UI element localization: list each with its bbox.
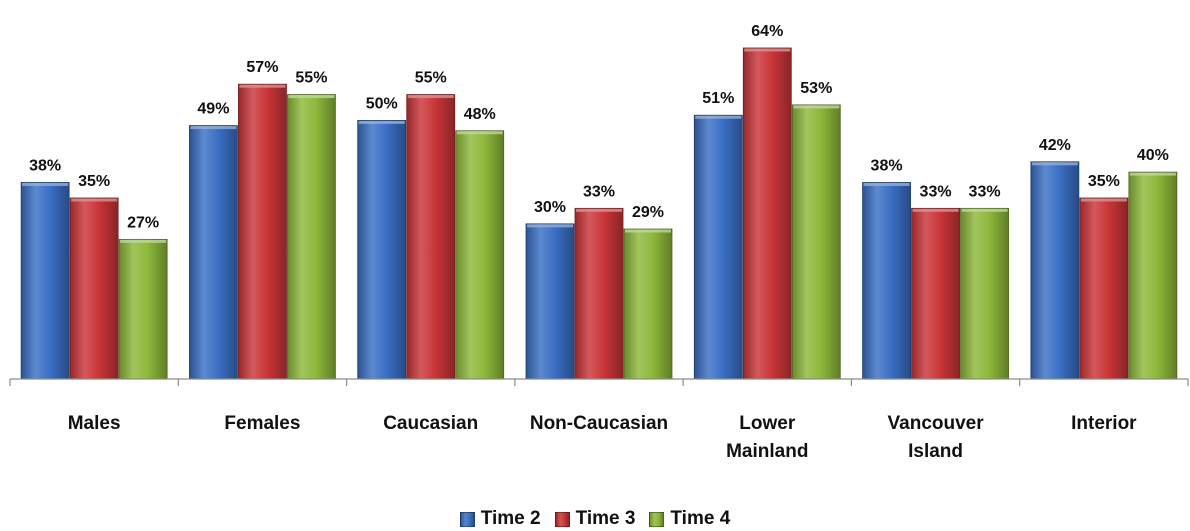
bar-highlight xyxy=(912,208,959,212)
category-label-non-caucasian: Non-Caucasian xyxy=(530,413,668,434)
legend-label-time-3: Time 3 xyxy=(575,508,636,529)
bar-time-2-non-caucasian xyxy=(525,223,575,380)
bar-highlight xyxy=(456,131,503,135)
data-label-time-3-vancouver-island: 33% xyxy=(920,183,952,200)
data-label-time-2-lower-mainland: 51% xyxy=(702,90,734,107)
legend: Time 2 Time 3 Time 4 xyxy=(0,508,1190,530)
bar-time-2-interior xyxy=(1030,161,1080,380)
data-label-time-4-non-caucasian: 29% xyxy=(632,204,664,221)
legend-label-time-4: Time 4 xyxy=(670,508,731,529)
bar-time-2-vancouver-island xyxy=(862,182,911,380)
category-label-caucasian: Caucasian xyxy=(383,413,478,434)
bar-highlight xyxy=(576,208,622,212)
data-label-time-2-females: 49% xyxy=(197,101,229,118)
bar-highlight xyxy=(527,224,573,228)
data-label-time-4-males: 27% xyxy=(127,214,159,231)
bar-time-4-males xyxy=(118,238,168,380)
bar-highlight xyxy=(22,182,69,186)
category-label-vancouver-island: Vancouver Island xyxy=(888,413,985,462)
data-label-time-3-females: 57% xyxy=(246,59,278,76)
bar-time-3-females xyxy=(238,83,287,380)
bar-time-4-vancouver-island xyxy=(960,207,1009,380)
category-label-males: Males xyxy=(68,413,121,434)
bar-time-4-lower-mainland xyxy=(791,104,841,380)
bar-highlight xyxy=(358,120,405,124)
data-label-time-3-non-caucasian: 33% xyxy=(583,183,615,200)
legend-swatch-time-3 xyxy=(554,511,570,527)
bar-highlight xyxy=(695,115,742,119)
data-label-time-2-interior: 42% xyxy=(1039,137,1071,154)
data-label-time-3-lower-mainland: 64% xyxy=(751,23,783,40)
bar-time-3-lower-mainland xyxy=(742,47,792,380)
bar-highlight xyxy=(120,239,167,243)
bar-time-3-vancouver-island xyxy=(911,207,960,380)
data-label-time-2-non-caucasian: 30% xyxy=(534,199,566,216)
bar-highlight xyxy=(288,95,335,99)
data-label-time-2-caucasian: 50% xyxy=(366,95,398,112)
data-label-time-2-vancouver-island: 38% xyxy=(871,157,903,174)
data-label-time-3-interior: 35% xyxy=(1088,173,1120,190)
bar-highlight xyxy=(1080,198,1127,202)
legend-swatch-time-2 xyxy=(459,511,475,527)
bar-highlight xyxy=(863,182,910,186)
data-label-time-4-lower-mainland: 53% xyxy=(800,80,832,97)
bar-highlight xyxy=(793,105,840,109)
bar-time-3-caucasian xyxy=(406,94,456,380)
category-label-females: Females xyxy=(224,413,300,434)
bar-highlight xyxy=(71,198,118,202)
category-label-interior: Interior xyxy=(1071,413,1137,434)
bar-highlight xyxy=(239,84,286,88)
bar-time-2-lower-mainland xyxy=(693,114,743,380)
bar-time-4-non-caucasian xyxy=(623,228,673,380)
bar-highlight xyxy=(190,126,237,130)
bar-time-4-interior xyxy=(1128,171,1178,380)
data-label-time-2-males: 38% xyxy=(29,157,61,174)
legend-item-time-3: Time 3 xyxy=(554,508,636,530)
bar-time-3-males xyxy=(69,197,119,380)
data-label-time-4-interior: 40% xyxy=(1137,147,1169,164)
data-label-time-3-caucasian: 55% xyxy=(415,70,447,87)
bar-highlight xyxy=(625,229,671,233)
data-label-time-4-females: 55% xyxy=(295,70,327,87)
bar-time-3-interior xyxy=(1079,197,1129,380)
bar-time-2-caucasian xyxy=(357,120,407,380)
bar-highlight xyxy=(744,48,791,52)
bar-time-4-females xyxy=(287,94,336,380)
data-label-time-4-vancouver-island: 33% xyxy=(969,183,1001,200)
legend-swatch-time-4 xyxy=(649,511,665,527)
bar-time-4-caucasian xyxy=(455,130,505,380)
bar-highlight xyxy=(961,208,1008,212)
bar-highlight xyxy=(1031,162,1078,166)
bar-highlight xyxy=(1129,172,1176,176)
bar-time-3-non-caucasian xyxy=(574,207,624,380)
bar-time-2-males xyxy=(20,182,70,380)
data-label-time-4-caucasian: 48% xyxy=(464,106,496,123)
data-label-time-3-males: 35% xyxy=(78,173,110,190)
legend-label-time-2: Time 2 xyxy=(480,508,541,529)
legend-item-time-2: Time 2 xyxy=(459,508,541,530)
bar-time-2-females xyxy=(189,125,238,380)
bar-highlight xyxy=(407,95,454,99)
legend-item-time-4: Time 4 xyxy=(649,508,730,530)
category-label-lower-mainland: Lower Mainland xyxy=(726,413,808,462)
